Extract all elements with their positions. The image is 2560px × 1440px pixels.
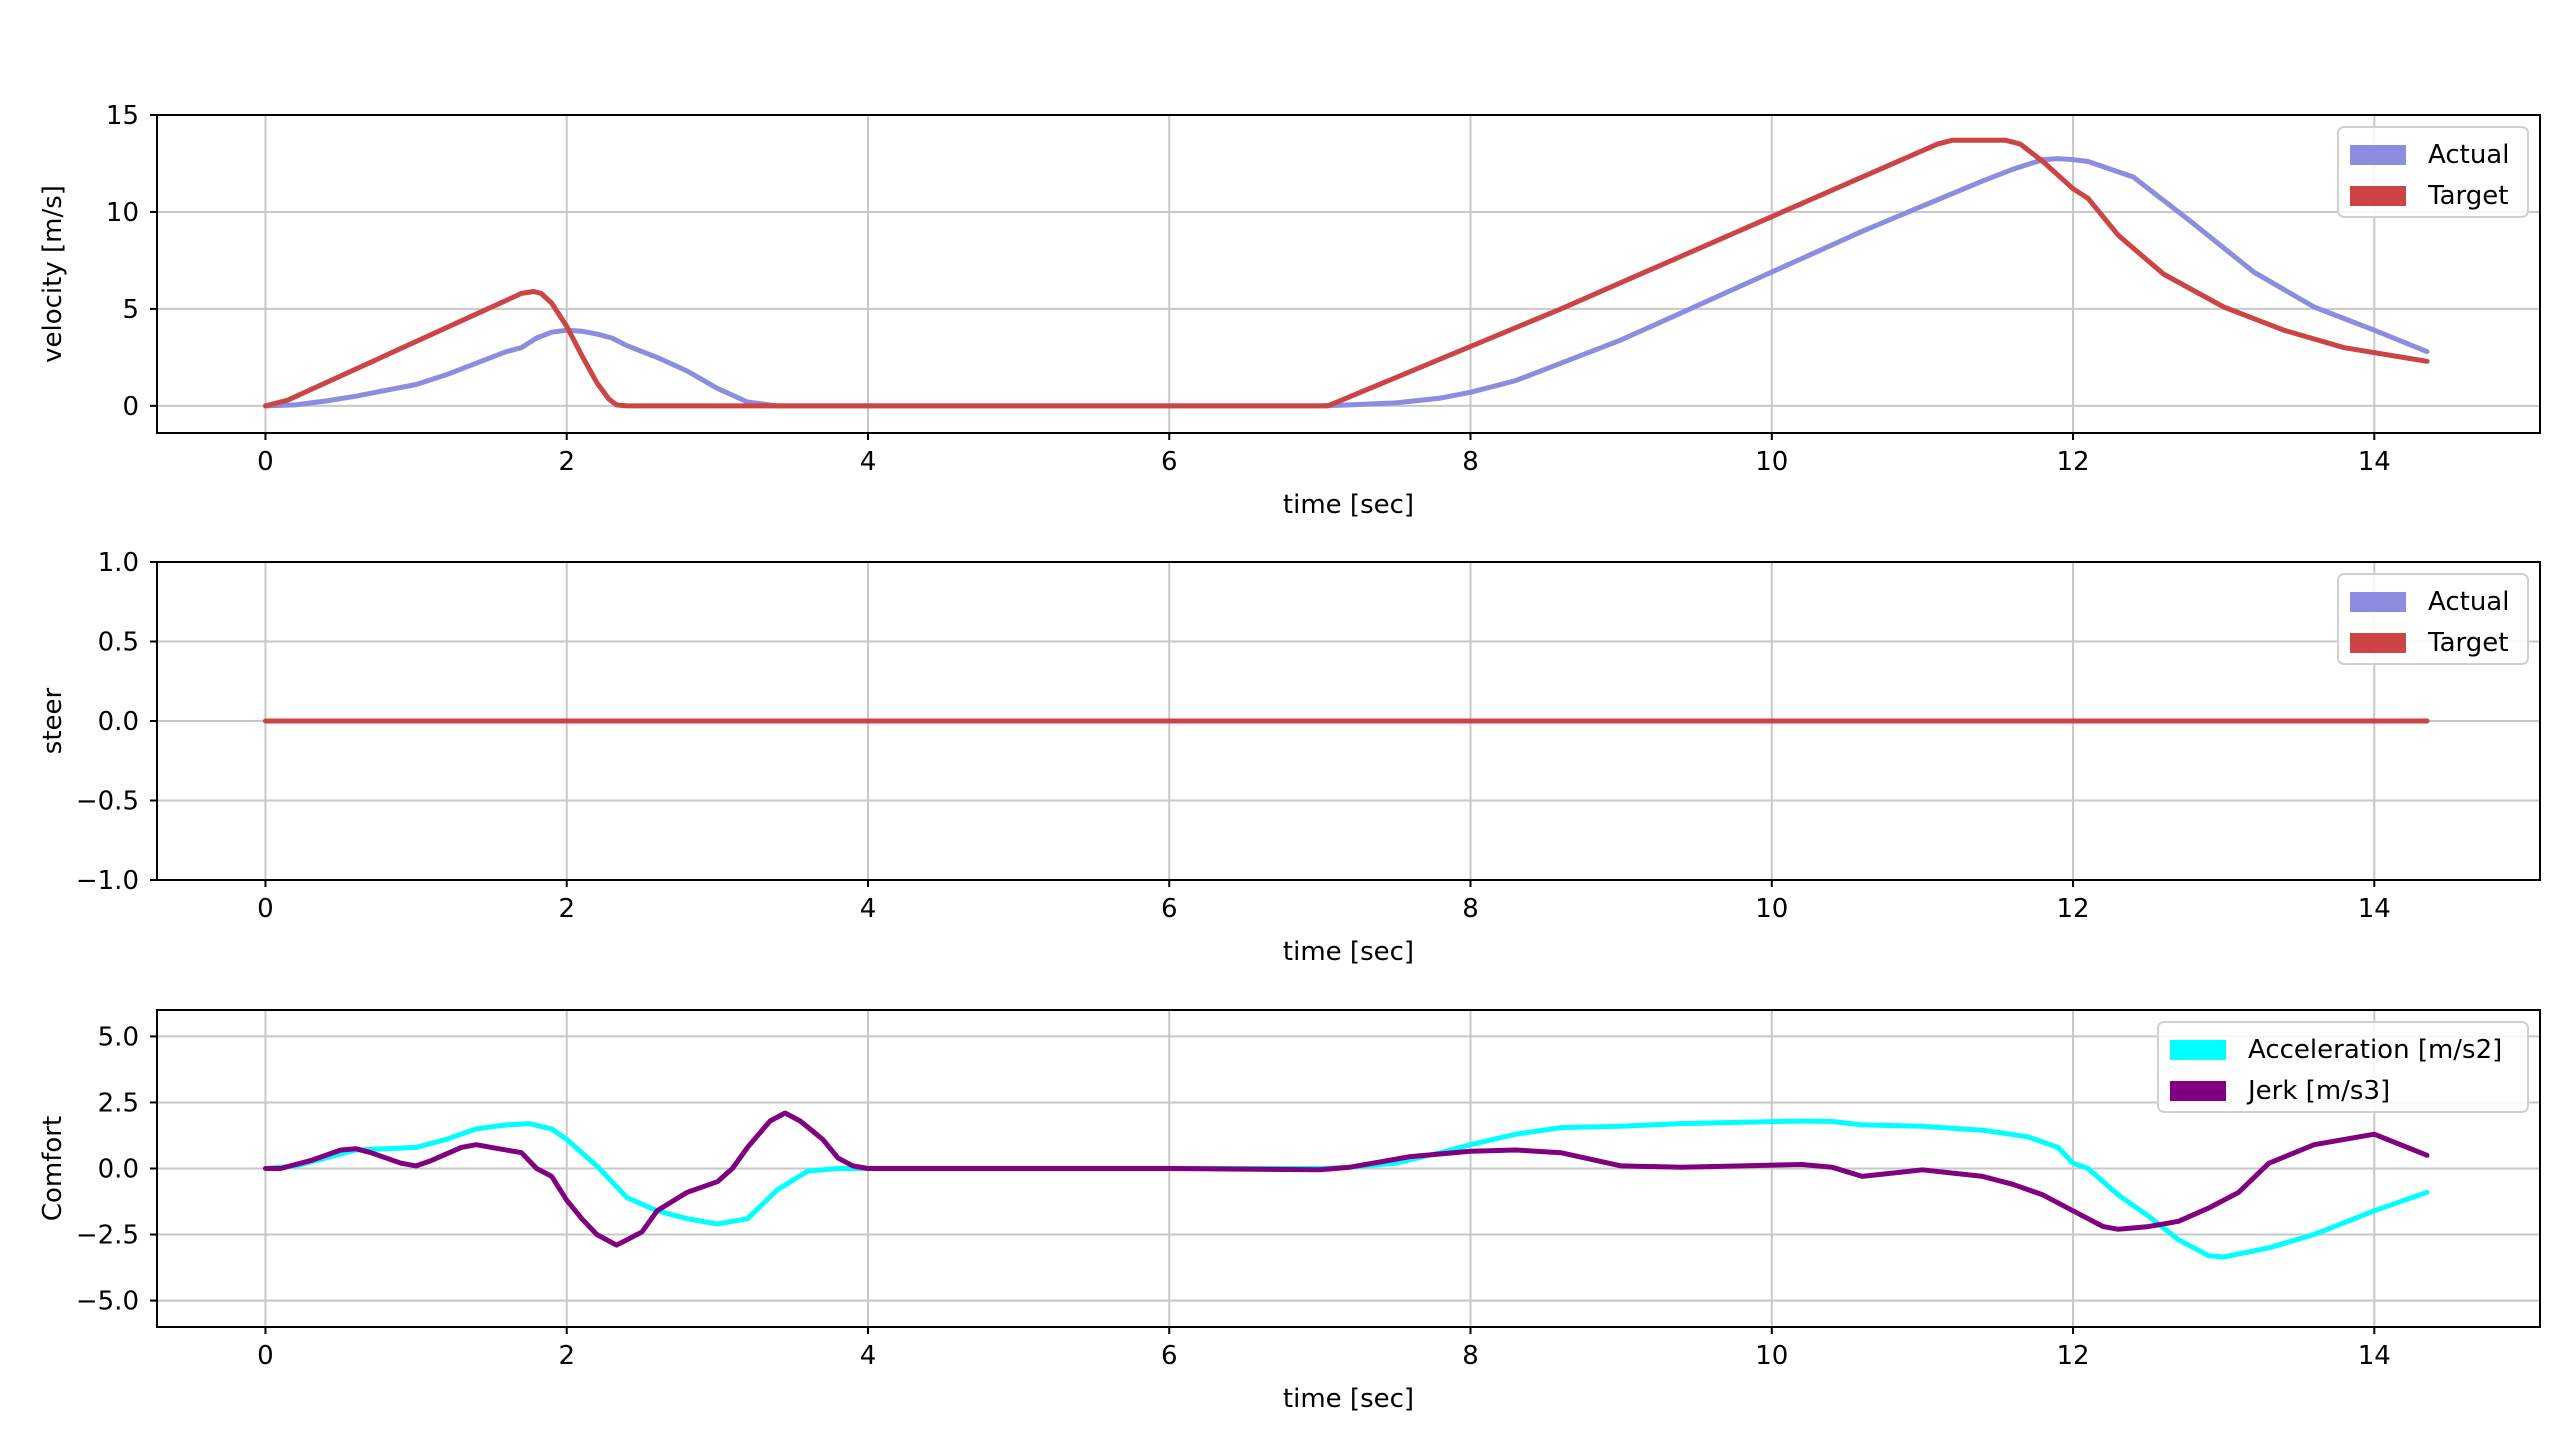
comfort-x-axis-label: time [sec] [1283,1384,1414,1414]
legend-label: Actual [2428,140,2509,170]
y-tick-label: −1.0 [76,866,139,896]
y-tick-label: 15 [106,101,139,131]
steer-x-ticks: 0 2 4 6 8 10 12 14 [257,880,2391,924]
x-tick-label: 6 [1161,894,1178,924]
x-tick-label: 2 [558,1341,575,1371]
y-tick-label: 0 [122,392,139,422]
velocity-y-axis-label: velocity [m/s] [38,185,68,363]
x-tick-label: 10 [1755,447,1788,477]
x-tick-label: 4 [860,894,877,924]
x-tick-label: 8 [1462,894,1479,924]
legend-label: Acceleration [m/s2] [2248,1035,2502,1065]
x-tick-label: 6 [1161,1341,1178,1371]
steer-x-axis-label: time [sec] [1283,937,1414,967]
velocity-plot-frame [156,114,2541,434]
y-tick-label: 0.0 [98,1155,139,1185]
comfort-y-axis-label: Comfort [38,1116,68,1221]
comfort-lines [263,1110,2430,1260]
legend-swatch [2350,592,2406,612]
x-tick-label: 12 [2056,1341,2089,1371]
x-tick-label: 10 [1755,1341,1788,1371]
x-tick-label: 14 [2358,894,2391,924]
series-line-1 [263,137,2430,409]
y-tick-label: 0.0 [98,707,139,737]
y-tick-label: 1.0 [98,548,139,578]
x-tick-label: 2 [558,447,575,477]
y-tick-label: 10 [106,198,139,228]
steer-y-ticks: −1.0 −0.5 0.0 0.5 1.0 [76,548,157,896]
y-tick-label: 5.0 [98,1022,139,1052]
y-tick-label: 2.5 [98,1088,139,1118]
x-tick-label: 8 [1462,1341,1479,1371]
y-tick-label: −0.5 [76,787,139,817]
comfort-legend: Acceleration [m/s2] Jerk [m/s3] [2157,1021,2529,1113]
steer-y-axis-label: steer [38,687,68,754]
x-tick-label: 6 [1161,447,1178,477]
y-tick-label: −5.0 [76,1287,139,1317]
x-tick-label: 0 [257,894,274,924]
y-tick-label: 5 [122,295,139,325]
x-tick-label: 4 [860,1341,877,1371]
x-tick-label: 12 [2056,894,2089,924]
velocity-panel: 0 2 4 6 8 10 12 14 0 5 10 15 time [sec] velocity [… [38,101,2541,520]
legend-swatch [2350,633,2406,653]
legend-swatch [2350,145,2406,165]
legend-label: Target [2427,628,2508,658]
velocity-y-ticks: 0 5 10 15 [106,101,157,422]
series-line-1 [263,1110,2430,1248]
velocity-x-ticks: 0 2 4 6 8 10 12 14 [257,433,2391,477]
velocity-lines [263,137,2430,409]
legend-label: Target [2427,181,2508,211]
velocity-legend: Actual Target [2337,126,2529,218]
y-tick-label: 0.5 [98,628,139,658]
legend-label: Actual [2428,587,2509,617]
legend-box [2157,1021,2529,1113]
comfort-y-ticks: −5.0 −2.5 0.0 2.5 5.0 [76,1022,157,1317]
steer-panel: 0 2 4 6 8 10 12 14 −1.0 −0.5 0.0 0.5 1.0 time [sec]… [38,548,2541,967]
x-tick-label: 0 [257,1341,274,1371]
x-tick-label: 12 [2056,447,2089,477]
x-tick-label: 2 [558,894,575,924]
x-tick-label: 10 [1755,894,1788,924]
x-tick-label: 4 [860,447,877,477]
velocity-x-axis-label: time [sec] [1283,490,1414,520]
steer-legend: Actual Target [2337,573,2529,665]
x-tick-label: 14 [2358,447,2391,477]
comfort-x-ticks: 0 2 4 6 8 10 12 14 [257,1327,2391,1371]
x-tick-label: 0 [257,447,274,477]
x-tick-label: 14 [2358,1341,2391,1371]
x-tick-label: 8 [1462,447,1479,477]
legend-label: Jerk [m/s3] [2246,1076,2390,1106]
y-tick-label: −2.5 [76,1221,139,1251]
comfort-panel: 0 2 4 6 8 10 12 14 −5.0 −2.5 0.0 2.5 5.0 time [sec]… [38,1009,2541,1414]
legend-swatch [2170,1040,2226,1060]
legend-swatch [2350,186,2406,206]
legend-swatch [2170,1081,2226,1101]
